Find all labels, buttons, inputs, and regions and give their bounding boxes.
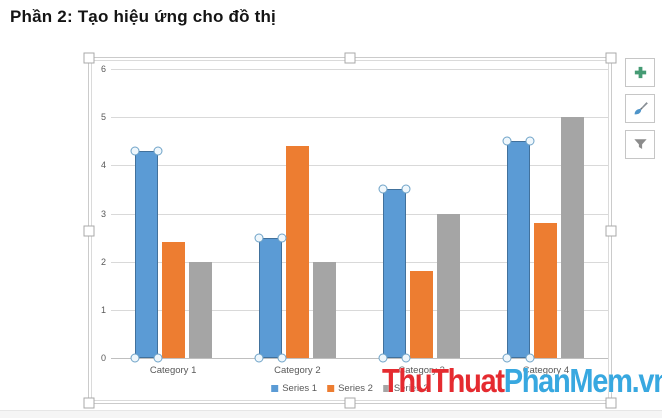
- data-point-selection-circle: [153, 146, 163, 156]
- data-point-selection-circle: [130, 146, 140, 156]
- x-axis-line: [111, 358, 608, 359]
- watermark-part-blue: PhanMem.vn: [503, 362, 662, 399]
- resize-handle-middle-right[interactable]: [605, 225, 617, 236]
- bar-series-1-category-1[interactable]: [134, 150, 158, 358]
- legend-item-series-2[interactable]: Series 2: [327, 383, 373, 394]
- bar-series-3-category-1[interactable]: [188, 261, 212, 358]
- resize-handle-bottom-left[interactable]: [83, 397, 95, 409]
- bar-series-2-category-4[interactable]: [534, 223, 558, 358]
- data-point-selection-circle: [277, 233, 287, 243]
- chart-legend[interactable]: Series 1 Series 2 Series 3: [271, 383, 429, 394]
- y-axis-tick-label[interactable]: 0: [100, 353, 106, 363]
- data-point-selection-circle: [254, 233, 264, 243]
- legend-marker: [271, 385, 279, 392]
- page-title: Phần 2: Tạo hiệu ứng cho đồ thị: [10, 7, 276, 26]
- resize-handle-top-right[interactable]: [605, 52, 617, 64]
- y-axis-tick-label[interactable]: 1: [100, 304, 106, 315]
- watermark: ThuThuatPhanMem.vn: [382, 362, 662, 400]
- gridline: [111, 165, 608, 167]
- chart-plot-area: 0 1 2 3 4 5 6 Category 1 Category 2 Category 3 Cat…: [89, 58, 611, 403]
- chart-filters-button[interactable]: [625, 130, 655, 159]
- data-point-selection-circle: [525, 136, 535, 146]
- chart-area[interactable]: 0 1 2 3 4 5 6 Category 1 Category 2 Category 3 Cat…: [83, 52, 617, 409]
- data-point-selection-circle: [130, 353, 140, 363]
- bar-series-3-category-4[interactable]: [561, 117, 585, 358]
- resize-handle-bottom-right[interactable]: [605, 397, 617, 409]
- category-axis-label[interactable]: Category 4: [522, 365, 570, 376]
- bar-series-2-category-1[interactable]: [161, 242, 185, 358]
- watermark-part-red: ThuThuat: [382, 362, 505, 399]
- gridline: [111, 213, 608, 215]
- gridline: [111, 309, 608, 311]
- bar-series-1-category-4[interactable]: [507, 141, 531, 358]
- brush-icon: [634, 102, 648, 115]
- data-point-selection-circle: [277, 353, 287, 363]
- chart-elements-button[interactable]: [625, 58, 655, 87]
- bar-series-2-category-3[interactable]: [410, 271, 434, 358]
- y-axis-tick-label[interactable]: 2: [100, 256, 106, 267]
- category-axis-label[interactable]: Category 3: [398, 365, 445, 376]
- category-axis-label[interactable]: Category 1: [149, 365, 197, 376]
- y-axis-tick-label[interactable]: 4: [100, 160, 106, 171]
- resize-handle-bottom-center[interactable]: [344, 397, 356, 409]
- data-point-selection-circle: [378, 184, 388, 194]
- chart-styles-button[interactable]: [625, 94, 655, 123]
- gridline: [111, 261, 608, 263]
- legend-marker: [382, 385, 390, 392]
- data-point-selection-circle: [254, 353, 264, 363]
- data-point-selection-circle: [401, 184, 411, 194]
- data-point-selection-circle: [525, 353, 535, 363]
- legend-item-series-3[interactable]: Series 3: [382, 383, 429, 394]
- legend-label: Series 3: [393, 383, 429, 394]
- data-point-selection-circle: [153, 353, 163, 363]
- gridline: [111, 69, 608, 70]
- data-point-selection-circle: [378, 353, 388, 363]
- resize-handle-top-center[interactable]: [344, 52, 356, 64]
- resize-handle-top-left[interactable]: [83, 52, 95, 64]
- bar-series-1-category-2[interactable]: [258, 237, 282, 358]
- page-bottom-strip: [0, 410, 662, 418]
- legend-item-series-1[interactable]: Series 1: [271, 383, 317, 394]
- legend-label: Series 2: [338, 383, 373, 394]
- resize-handle-middle-left[interactable]: [83, 225, 95, 236]
- bar-series-1-category-3[interactable]: [383, 189, 407, 358]
- legend-marker: [327, 385, 335, 392]
- category-axis-label[interactable]: Category 2: [274, 365, 321, 376]
- legend-label: Series 1: [282, 383, 318, 394]
- y-axis-tick-label[interactable]: 6: [100, 64, 106, 74]
- y-axis-tick-label[interactable]: 3: [100, 208, 106, 219]
- data-point-selection-circle: [502, 136, 512, 146]
- y-axis-tick-label[interactable]: 5: [100, 112, 106, 123]
- bar-series-3-category-3[interactable]: [437, 213, 461, 358]
- plus-icon: [634, 66, 646, 79]
- data-point-selection-circle: [401, 353, 411, 363]
- gridline: [111, 117, 608, 119]
- bar-series-3-category-2[interactable]: [312, 261, 336, 358]
- data-point-selection-circle: [502, 353, 512, 363]
- bar-series-2-category-2[interactable]: [285, 146, 309, 358]
- funnel-icon: [633, 139, 647, 149]
